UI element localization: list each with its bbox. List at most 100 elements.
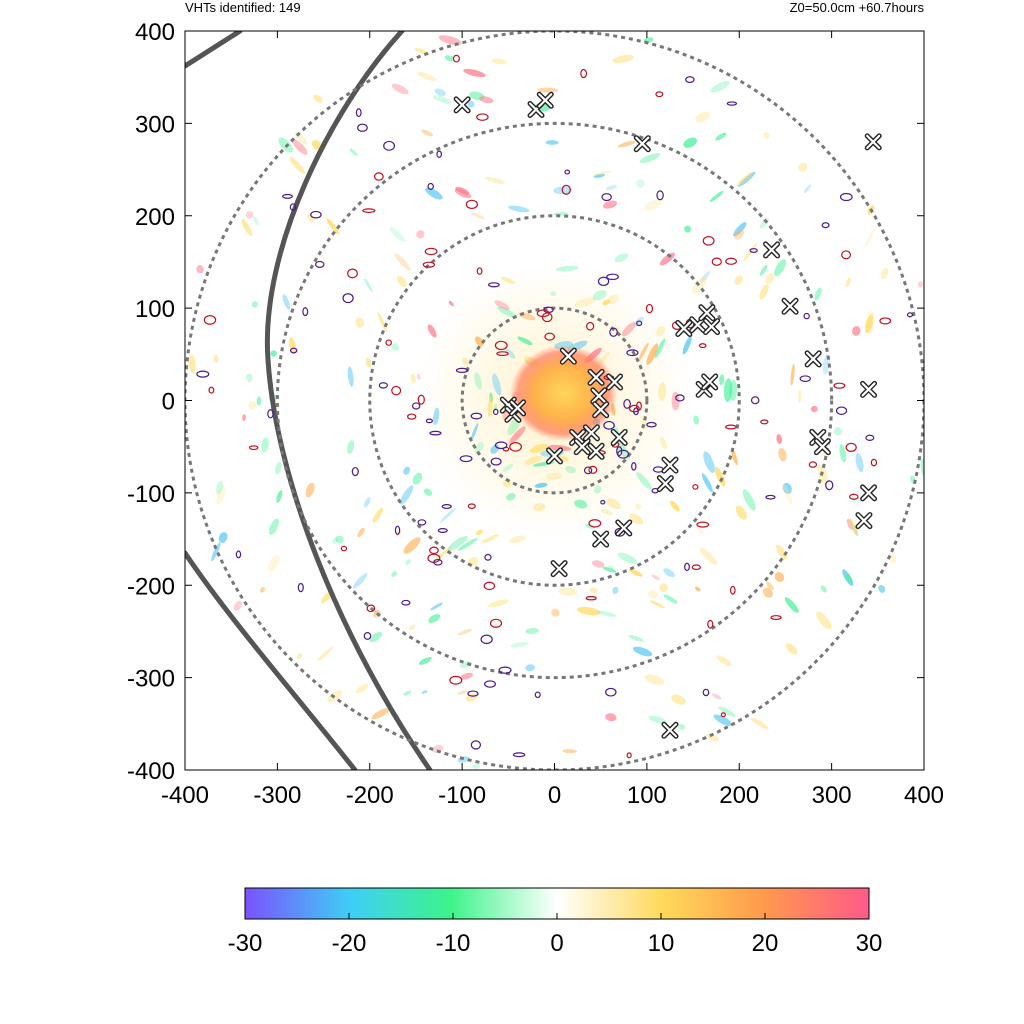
contour (363, 631, 372, 640)
field-patch (416, 230, 425, 239)
y-tick-label: -300 (127, 666, 175, 693)
field-patch (403, 466, 411, 475)
field-patch (389, 227, 406, 242)
vht-marker (703, 318, 721, 336)
field-patch (790, 363, 795, 386)
field-patch (391, 571, 398, 577)
field-patch (738, 171, 756, 187)
field-patch (332, 537, 338, 545)
field-patch (423, 488, 432, 496)
contour (342, 293, 354, 304)
vht-marker-layer (453, 91, 882, 739)
vht-marker (606, 373, 624, 391)
colorbar-tick-label: -30 (228, 930, 263, 957)
vht-marker (615, 519, 633, 537)
field-patch (699, 547, 718, 566)
contour (870, 458, 878, 467)
field-patch (487, 395, 493, 418)
vht-marker-cross (607, 374, 622, 390)
field-patch (602, 200, 618, 209)
field-patch (774, 259, 787, 277)
field-patch (355, 317, 365, 328)
field-patch (868, 319, 875, 335)
contour (725, 424, 737, 430)
vht-marker-cross (547, 448, 562, 464)
field-patch (701, 473, 713, 493)
field-patch (574, 499, 588, 509)
colorbar-ticks: -30 -20 -10 0 10 20 30 (228, 913, 882, 957)
vht-marker-cross (815, 439, 830, 454)
contour-layer (196, 54, 913, 759)
field-patch (371, 708, 390, 720)
field-patch (421, 129, 433, 137)
field-patch (467, 557, 479, 567)
vht-marker-cross (635, 136, 650, 151)
field-patch (636, 472, 652, 490)
vht-marker-cross (676, 321, 691, 336)
vht-marker (804, 350, 822, 368)
contour (849, 493, 859, 500)
vht-marker-cross (570, 430, 585, 445)
axis-layer: -400 -300 -200 -100 0 100 200 300 400 400 300 200 10… (127, 19, 944, 809)
vht-marker-cross (575, 439, 590, 454)
field-patch (391, 83, 409, 95)
field-patch (839, 444, 847, 463)
vht-marker (809, 428, 827, 446)
radius-rings-layer (185, 31, 924, 770)
time-level-header: Z0=50.0cm +60.7hours (790, 0, 925, 15)
field-patch (658, 382, 667, 401)
field-patch (355, 683, 369, 694)
plot-area (185, 31, 924, 770)
field-patch (460, 672, 473, 680)
radius-ring (368, 214, 741, 587)
contour (845, 442, 857, 453)
vht-marker (656, 475, 674, 493)
field-patch (695, 111, 711, 123)
field-patch (555, 265, 579, 272)
contour (424, 247, 438, 256)
vht-marker (587, 442, 605, 460)
contour (636, 320, 643, 327)
field-patch (743, 243, 757, 262)
colorbar-tick-label: 0 (550, 930, 563, 957)
field-patch (421, 690, 428, 694)
contour (407, 413, 417, 420)
contour (626, 349, 639, 357)
field-patch (470, 422, 479, 442)
field-patch (558, 587, 578, 596)
field-patch (594, 485, 602, 494)
contour (235, 550, 242, 559)
field-patch (484, 176, 506, 184)
contour (645, 303, 654, 314)
contour (702, 235, 715, 246)
field-patch (776, 544, 788, 560)
contour (492, 408, 499, 416)
field-patch (693, 415, 700, 425)
field-patch (659, 583, 669, 593)
vht-marker-cross (861, 382, 876, 397)
contour (580, 68, 588, 79)
field-patch (213, 354, 219, 363)
contour (425, 418, 433, 424)
contour (355, 108, 362, 118)
vht-marker (661, 456, 679, 474)
field-patch (649, 600, 666, 609)
vht-marker (582, 424, 600, 442)
field-patch (699, 271, 711, 284)
contour (646, 421, 657, 428)
field-patch (289, 156, 306, 174)
colorbar-tick-label: -10 (436, 930, 471, 957)
vht-marker (592, 401, 610, 419)
field-patch (525, 664, 536, 672)
vht-marker-cross (591, 388, 606, 403)
field-patch (403, 537, 421, 554)
field-patch (506, 492, 516, 501)
field-patch (670, 500, 680, 512)
y-tick-label: -400 (127, 758, 175, 785)
contour (480, 634, 493, 645)
field-patch (632, 646, 653, 657)
vht-marker-cross (662, 723, 678, 738)
field-patch (733, 222, 747, 237)
field-patch (682, 335, 692, 355)
